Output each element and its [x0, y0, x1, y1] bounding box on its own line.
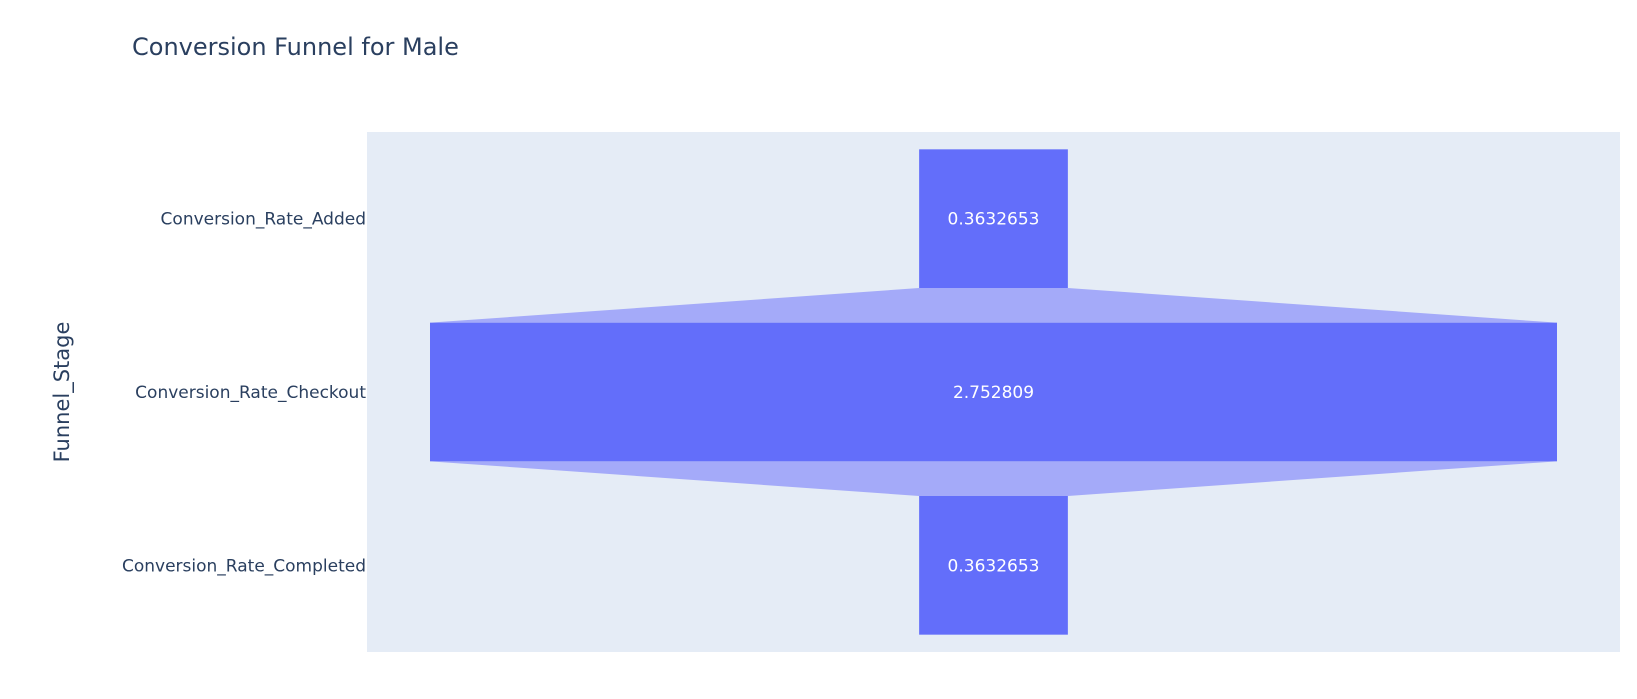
bar-value-label: 0.3632653 [948, 210, 1040, 230]
y-tick-label: Conversion_Rate_Added [161, 210, 366, 230]
chart-title: Conversion Funnel for Male [132, 33, 459, 61]
funnel-bar-conversion-rate-completed[interactable] [919, 496, 1068, 635]
bar-value-label: 2.752809 [953, 383, 1034, 403]
funnel-bar-conversion-rate-added[interactable] [919, 149, 1068, 288]
y-axis-tick-labels: Conversion_Rate_Added Conversion_Rate_Che… [122, 210, 366, 577]
funnel-bars: 0.3632653 2.752809 0.3632653 [430, 149, 1557, 635]
bar-value-label: 0.3632653 [948, 556, 1040, 576]
y-axis-title: Funnel_Stage [50, 322, 75, 463]
funnel-connector [430, 461, 1557, 496]
funnel-connectors [430, 288, 1557, 496]
funnel-bar-conversion-rate-checkout[interactable] [430, 322, 1557, 462]
y-tick-label: Conversion_Rate_Completed [122, 556, 366, 576]
funnel-connector [430, 288, 1557, 323]
y-tick-label: Conversion_Rate_Checkout [135, 383, 366, 403]
